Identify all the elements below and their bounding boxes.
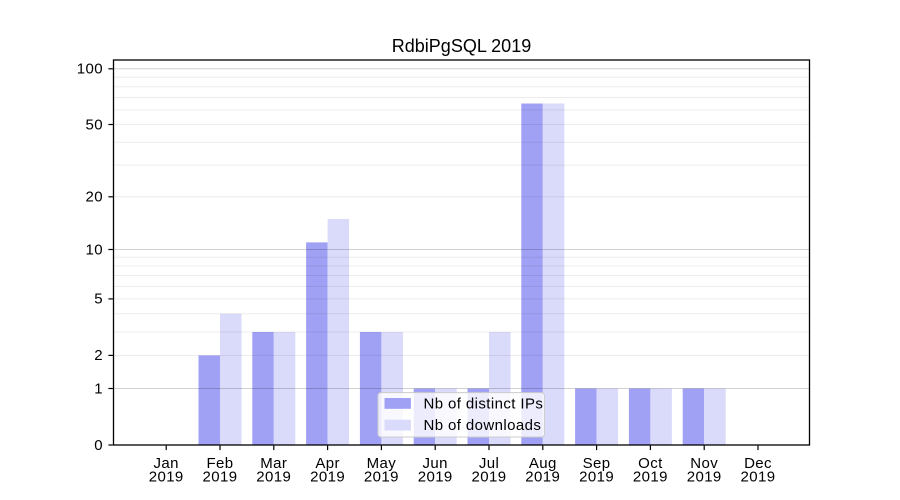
svg-text:Apr: Apr xyxy=(315,455,340,472)
svg-text:2019: 2019 xyxy=(256,469,291,486)
svg-text:Oct: Oct xyxy=(638,455,663,472)
svg-text:Feb: Feb xyxy=(206,455,233,472)
svg-text:2019: 2019 xyxy=(203,469,238,486)
svg-text:20: 20 xyxy=(86,189,104,206)
svg-text:Nb of distinct IPs: Nb of distinct IPs xyxy=(424,396,544,413)
svg-text:2: 2 xyxy=(94,347,103,364)
svg-text:Aug: Aug xyxy=(529,455,557,472)
svg-text:2019: 2019 xyxy=(687,469,722,486)
svg-text:5: 5 xyxy=(94,291,103,308)
svg-text:1: 1 xyxy=(94,380,103,397)
svg-text:2019: 2019 xyxy=(525,469,560,486)
svg-text:2019: 2019 xyxy=(633,469,668,486)
svg-text:May: May xyxy=(367,455,397,472)
svg-text:Dec: Dec xyxy=(744,455,772,472)
svg-text:2019: 2019 xyxy=(310,469,345,486)
svg-text:2019: 2019 xyxy=(579,469,614,486)
svg-text:2019: 2019 xyxy=(364,469,399,486)
svg-text:Jul: Jul xyxy=(479,455,499,472)
svg-text:Sep: Sep xyxy=(583,455,611,472)
svg-text:2019: 2019 xyxy=(472,469,507,486)
svg-text:Jan: Jan xyxy=(154,455,179,472)
svg-text:RdbiPgSQL 2019: RdbiPgSQL 2019 xyxy=(392,36,531,56)
svg-text:100: 100 xyxy=(77,61,103,78)
svg-text:Mar: Mar xyxy=(260,455,287,472)
svg-text:Nov: Nov xyxy=(690,455,718,472)
svg-text:2019: 2019 xyxy=(741,469,776,486)
svg-text:0: 0 xyxy=(94,437,103,454)
svg-text:Nb of downloads: Nb of downloads xyxy=(424,417,542,434)
svg-text:50: 50 xyxy=(86,116,104,133)
svg-text:2019: 2019 xyxy=(418,469,453,486)
svg-text:Jun: Jun xyxy=(423,455,448,472)
svg-text:2019: 2019 xyxy=(149,469,184,486)
svg-text:10: 10 xyxy=(86,241,104,258)
